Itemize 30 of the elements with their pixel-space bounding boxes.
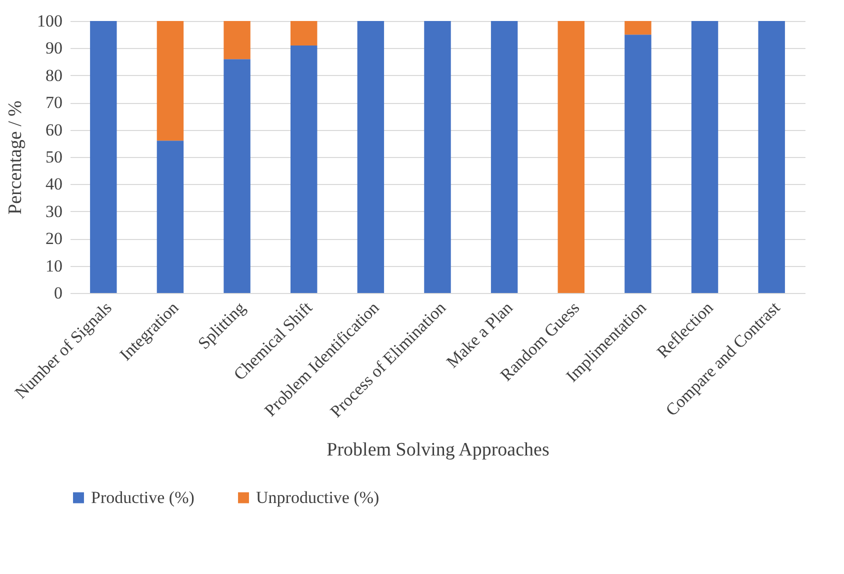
y-tick-label: 40 (46, 174, 62, 194)
bar (290, 21, 318, 46)
bar (90, 21, 117, 293)
y-tick-label: 50 (46, 148, 62, 166)
bar (624, 34, 652, 293)
bar (156, 21, 184, 141)
y-tick-label: 100 (37, 12, 62, 30)
bar (156, 140, 184, 293)
bar (357, 21, 384, 293)
y-tick-label: 80 (46, 66, 62, 85)
legend-label: Productive (%) (91, 488, 194, 507)
bar (490, 21, 518, 293)
y-tick-label: 70 (46, 93, 62, 112)
y-axis-title: Percentage / % (5, 100, 26, 214)
y-tick-label: 60 (46, 120, 62, 140)
bar (758, 21, 785, 293)
y-tick-label: 30 (46, 202, 62, 221)
bar (224, 59, 250, 293)
y-tick-label: 20 (46, 229, 62, 248)
bar (224, 21, 250, 60)
y-tick-label: 90 (46, 38, 62, 58)
bar (424, 21, 451, 293)
legend-label: Unproductive (%) (256, 488, 380, 507)
bar (624, 21, 652, 35)
bar (558, 21, 584, 293)
bar (691, 21, 718, 293)
bar (290, 45, 318, 293)
y-tick-label: 10 (46, 256, 62, 276)
x-axis-title: Problem Solving Approaches (326, 439, 550, 460)
y-tick-label: 0 (54, 284, 62, 302)
